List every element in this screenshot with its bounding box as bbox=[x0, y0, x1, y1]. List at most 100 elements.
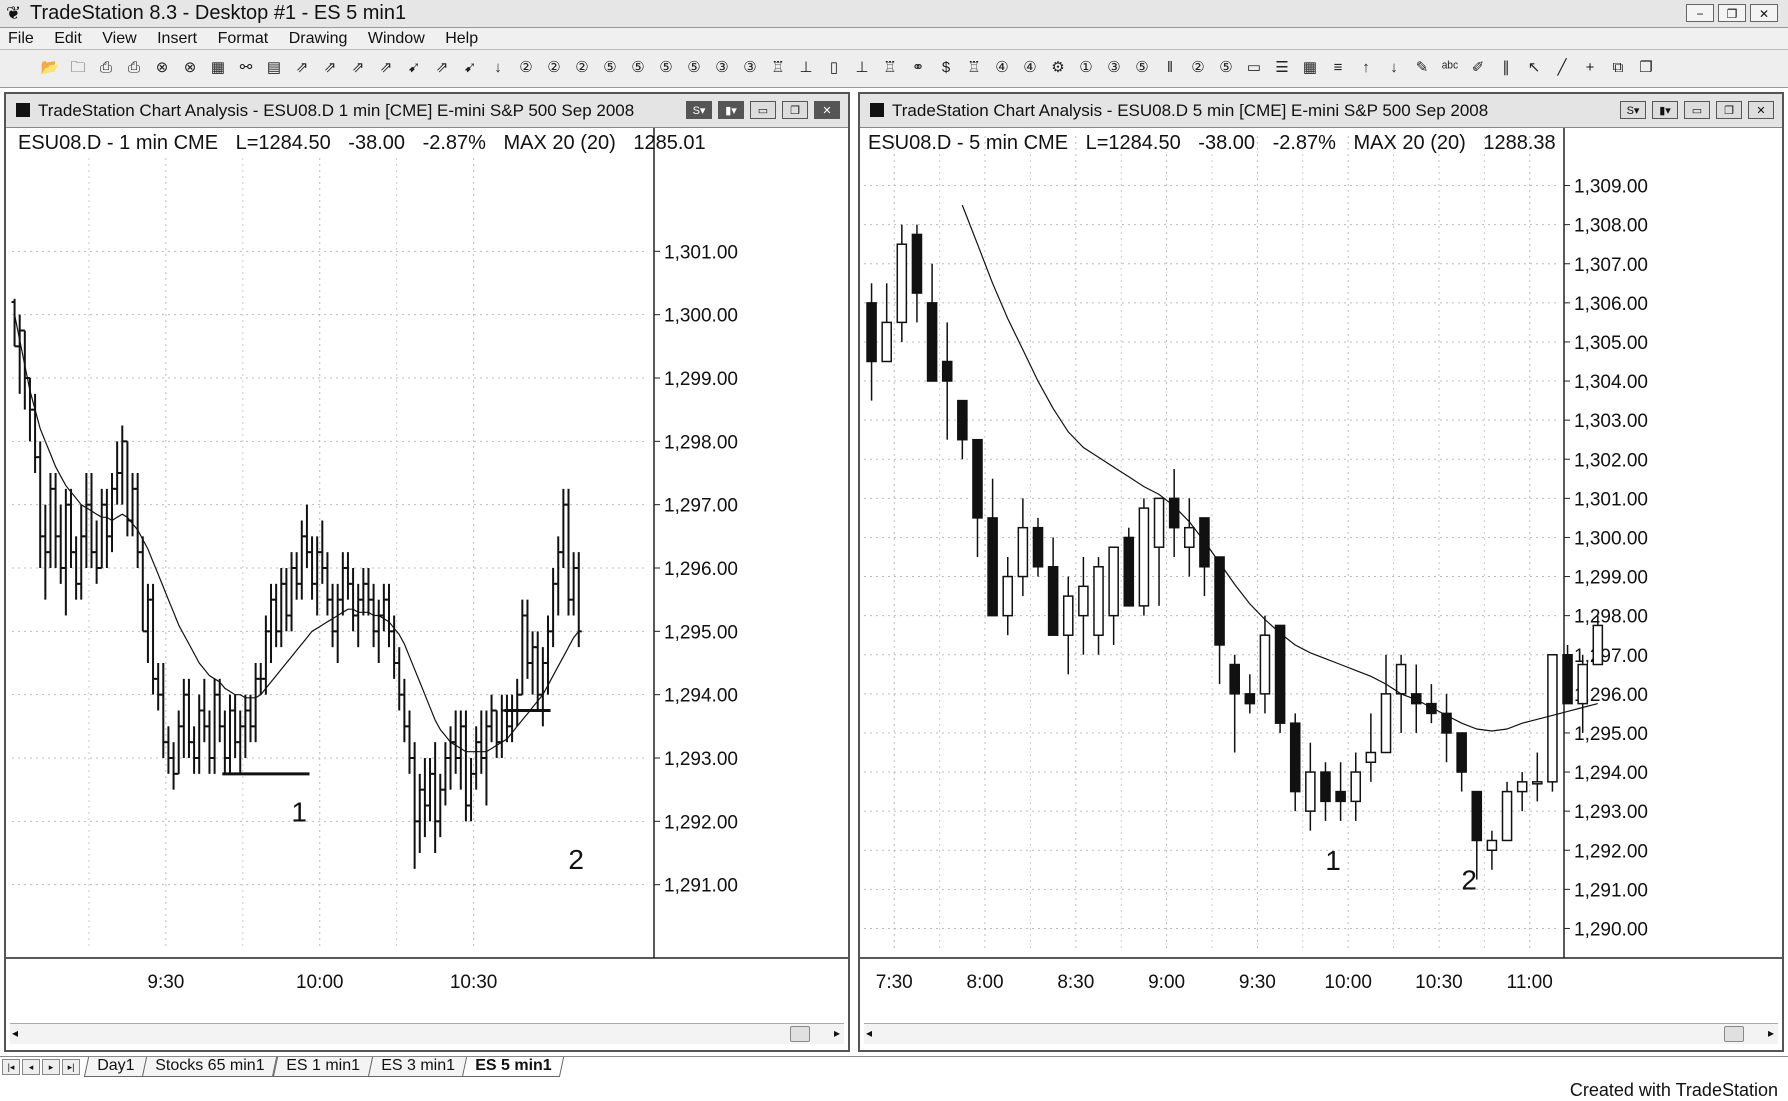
arrow-icon[interactable]: ➹ bbox=[407, 59, 421, 76]
doc-icon[interactable]: ▯ bbox=[829, 59, 839, 76]
dollar-icon[interactable]: $ bbox=[941, 59, 951, 76]
maximize-chart-button[interactable]: ❐ bbox=[782, 101, 808, 119]
box-5-icon[interactable]: ⑤ bbox=[1219, 59, 1233, 76]
stop-icon[interactable]: ⊗ bbox=[183, 59, 197, 76]
scroll-right-icon[interactable]: ▸ bbox=[1767, 1026, 1774, 1040]
horizontal-scrollbar[interactable]: ◂ ▸ bbox=[10, 1023, 844, 1044]
matrix-icon[interactable]: ▦ bbox=[1302, 59, 1318, 76]
scroll-thumb[interactable] bbox=[790, 1026, 810, 1042]
scroll-thumb[interactable] bbox=[1724, 1026, 1744, 1042]
window-icon[interactable]: ▭ bbox=[1246, 59, 1262, 76]
circle-4-icon[interactable]: ④ bbox=[995, 59, 1009, 76]
minimize-chart-button[interactable]: ▭ bbox=[1684, 101, 1710, 119]
menu-drawing[interactable]: Drawing bbox=[288, 30, 348, 47]
es-icon[interactable]: ⇗ bbox=[379, 59, 393, 76]
circle-5-icon[interactable]: ⑤ bbox=[631, 59, 645, 76]
box-2-icon[interactable]: ② bbox=[1191, 59, 1205, 76]
circle-3-icon[interactable]: ③ bbox=[743, 59, 757, 76]
candle bbox=[957, 399, 968, 460]
circle-2-icon[interactable]: ② bbox=[575, 59, 589, 76]
arrow-icon[interactable]: ➹ bbox=[463, 59, 477, 76]
workspace-tab[interactable]: ES 3 min1 bbox=[367, 1057, 468, 1077]
crosshair-icon[interactable]: + bbox=[1585, 59, 1595, 76]
data-window-button[interactable]: ▮▾ bbox=[718, 101, 744, 119]
ruler-icon[interactable]: ⊥ bbox=[855, 59, 869, 76]
workspace-tab[interactable]: ES 1 min1 bbox=[272, 1057, 373, 1077]
circle-4-icon[interactable]: ④ bbox=[1023, 59, 1037, 76]
circle-3-icon[interactable]: ③ bbox=[715, 59, 729, 76]
menu-view[interactable]: View bbox=[102, 30, 137, 47]
es-icon[interactable]: ⇗ bbox=[323, 59, 337, 76]
close-chart-button[interactable]: ✕ bbox=[1748, 101, 1774, 119]
symbol-link-button[interactable]: S▾ bbox=[686, 101, 712, 119]
horizontal-scrollbar[interactable]: ◂ ▸ bbox=[864, 1023, 1778, 1044]
menu-help[interactable]: Help bbox=[445, 30, 479, 47]
menu-format[interactable]: Format bbox=[217, 30, 269, 47]
minimize-chart-button[interactable]: ▭ bbox=[750, 101, 776, 119]
candlestick-chart-5min[interactable]: 1,309.00 1,308.00 1,307.00 1,306.00 1,305.00… bbox=[860, 128, 1782, 1018]
stack-icon[interactable]: ❐ bbox=[1639, 59, 1653, 76]
scroll-right-icon[interactable]: ▸ bbox=[833, 1026, 840, 1040]
box-1-icon[interactable]: ① bbox=[1079, 59, 1093, 76]
copy-icon[interactable]: ⧉ bbox=[1612, 59, 1624, 76]
data-window-button[interactable]: ▮▾ bbox=[1652, 101, 1678, 119]
minimize-button[interactable]: − bbox=[1686, 4, 1714, 22]
circle-2-icon[interactable]: ② bbox=[519, 59, 533, 76]
box-5-icon[interactable]: ⑤ bbox=[1135, 59, 1149, 76]
menu-insert[interactable]: Insert bbox=[157, 30, 198, 47]
printer-icon[interactable]: ⎙ bbox=[127, 59, 140, 76]
nq-icon[interactable]: ⇗ bbox=[435, 59, 449, 76]
restore-button[interactable]: ❐ bbox=[1718, 4, 1746, 22]
menu-window[interactable]: Window bbox=[367, 30, 425, 47]
close-chart-button[interactable]: ✕ bbox=[814, 101, 840, 119]
chart-icon[interactable]: ⊥ bbox=[799, 59, 813, 76]
tab-prev-icon[interactable]: ◂ bbox=[22, 1059, 40, 1075]
network-icon[interactable]: ⚯ bbox=[239, 59, 253, 76]
down-arrow-icon[interactable]: ↓ bbox=[494, 59, 502, 76]
circle-2-icon[interactable]: ② bbox=[547, 59, 561, 76]
parallel-icon[interactable]: ∥ bbox=[1502, 59, 1510, 76]
scroll-left-icon[interactable]: ◂ bbox=[866, 1026, 873, 1040]
workspace-tab[interactable]: Day1 bbox=[83, 1057, 148, 1077]
symbol-link-button[interactable]: S▾ bbox=[1620, 101, 1646, 119]
link-icon[interactable]: ⚭ bbox=[911, 59, 925, 76]
pencil-icon[interactable]: ✐ bbox=[1471, 59, 1485, 76]
lines-icon[interactable]: ≡ bbox=[1333, 59, 1343, 76]
circle-5-icon[interactable]: ⑤ bbox=[603, 59, 617, 76]
scroll-left-icon[interactable]: ◂ bbox=[12, 1026, 19, 1040]
abc-icon[interactable]: ᵃᵇᶜ bbox=[1441, 59, 1459, 76]
stop-icon[interactable]: ⊗ bbox=[155, 59, 169, 76]
tower-icon[interactable]: ♖ bbox=[967, 59, 981, 76]
bars-icon[interactable]: ‖ bbox=[1166, 59, 1174, 76]
es-icon[interactable]: ⇗ bbox=[351, 59, 365, 76]
maximize-chart-button[interactable]: ❐ bbox=[1716, 101, 1742, 119]
tab-last-icon[interactable]: ▸| bbox=[62, 1059, 80, 1075]
menu-edit[interactable]: Edit bbox=[54, 30, 82, 47]
workspace-tab[interactable]: ES 5 min1 bbox=[462, 1057, 565, 1077]
circle-5-icon[interactable]: ⑤ bbox=[687, 59, 701, 76]
circle-5-icon[interactable]: ⑤ bbox=[659, 59, 673, 76]
grid-icon[interactable]: ▦ bbox=[210, 59, 226, 76]
open-icon[interactable]: 📂 bbox=[40, 59, 60, 76]
close-button[interactable]: ✕ bbox=[1750, 4, 1778, 22]
tower-icon[interactable]: ♖ bbox=[771, 59, 785, 76]
workspace-tab[interactable]: Stocks 65 min1 bbox=[142, 1057, 278, 1077]
folder-icon[interactable]: 🗀 bbox=[70, 59, 86, 76]
down-arrow-icon[interactable]: ↓ bbox=[1390, 59, 1398, 76]
es-icon[interactable]: ⇗ bbox=[295, 59, 309, 76]
up-arrow-icon[interactable]: ↑ bbox=[1362, 59, 1370, 76]
print-icon[interactable]: ⎙ bbox=[99, 59, 112, 76]
box-3-icon[interactable]: ③ bbox=[1107, 59, 1121, 76]
drawing-icon[interactable]: ✎ bbox=[1415, 59, 1429, 76]
table-icon[interactable]: ▤ bbox=[266, 59, 282, 76]
ohlc-chart-1min[interactable]: 1,301.00 1,300.00 1,299.00 1,298.00 1,297.00… bbox=[6, 128, 848, 1018]
tab-next-icon[interactable]: ▸ bbox=[42, 1059, 60, 1075]
menu-file[interactable]: File bbox=[8, 30, 34, 47]
legend-last: L=1284.50 bbox=[1085, 132, 1181, 154]
tower-icon[interactable]: ♖ bbox=[883, 59, 897, 76]
trendline-icon[interactable]: ╱ bbox=[1557, 59, 1567, 76]
gear-icon[interactable]: ⚙ bbox=[1051, 59, 1065, 76]
tab-first-icon[interactable]: |◂ bbox=[2, 1059, 20, 1075]
list-icon[interactable]: ☰ bbox=[1275, 59, 1289, 76]
cursor-icon[interactable]: ↖ bbox=[1527, 59, 1541, 76]
